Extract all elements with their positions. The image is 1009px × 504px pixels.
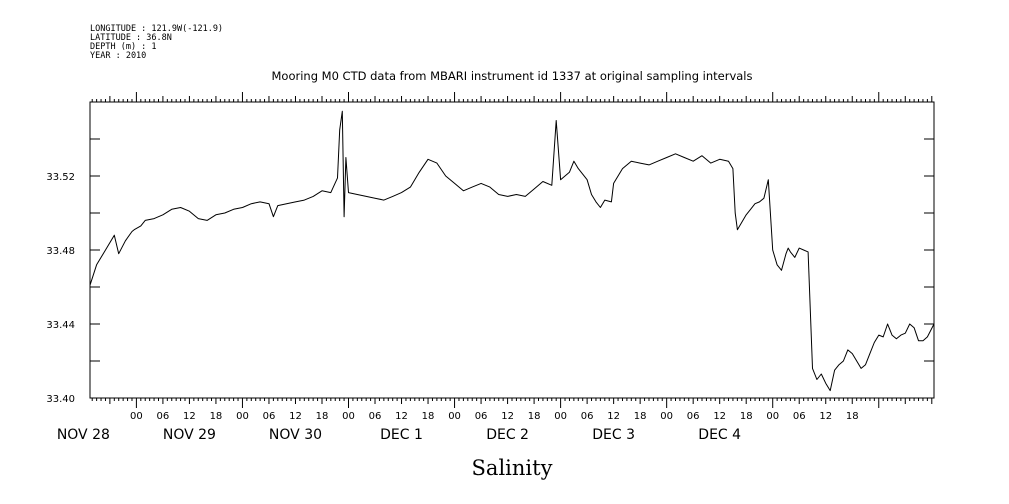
plot-frame xyxy=(89,101,935,399)
x-day-label: DEC 3 xyxy=(592,427,635,443)
depth-text: DEPTH (m) : 1 xyxy=(90,42,157,52)
x-hour-label: 06 xyxy=(475,411,488,422)
metadata-block: LONGITUDE : 121.9W(-121.9) LATITUDE : 36… xyxy=(90,24,223,61)
x-hour-label: 18 xyxy=(740,411,753,422)
x-hour-label: 18 xyxy=(422,411,435,422)
x-hour-label: 06 xyxy=(263,411,276,422)
chart-title: Mooring M0 CTD data from MBARI instrumen… xyxy=(272,69,753,83)
x-hour-label: 12 xyxy=(395,411,408,422)
y-tick-label: 33.52 xyxy=(46,172,75,183)
y-tick-label: 33.48 xyxy=(46,246,75,257)
salinity-series-line xyxy=(89,110,935,392)
x-hour-label: 00 xyxy=(236,411,249,422)
x-hour-label: 06 xyxy=(369,411,382,422)
x-day-label: NOV 29 xyxy=(163,427,216,443)
x-hour-label: 06 xyxy=(157,411,170,422)
y-tick-label: 33.44 xyxy=(46,320,75,331)
year-text: YEAR : 2010 xyxy=(90,51,146,61)
x-hour-label: 18 xyxy=(846,411,859,422)
x-hour-label: 12 xyxy=(501,411,514,422)
x-hour-label: 00 xyxy=(342,411,355,422)
x-hour-label: 12 xyxy=(819,411,832,422)
x-axis: 00 06 12 18 00 06 12 18 00 06 12 18 00 06 12 18 00 06 12 18… xyxy=(57,92,933,443)
longitude-text: LONGITUDE : 121.9W(-121.9) xyxy=(90,24,223,34)
x-hour-label: 00 xyxy=(554,411,567,422)
latitude-text: LATITUDE : 36.8N xyxy=(90,33,172,43)
x-hour-label: 00 xyxy=(766,411,779,422)
x-hour-label: 06 xyxy=(581,411,594,422)
x-hour-label: 18 xyxy=(316,411,329,422)
x-day-label: DEC 4 xyxy=(698,427,741,443)
x-hour-label: 06 xyxy=(793,411,806,422)
x-axis-label: Salinity xyxy=(472,456,553,480)
x-hour-label: 12 xyxy=(183,411,196,422)
x-day-label: NOV 30 xyxy=(269,427,322,443)
x-hour-label: 12 xyxy=(713,411,726,422)
x-hour-label: 12 xyxy=(607,411,620,422)
x-hour-label: 00 xyxy=(130,411,143,422)
x-day-label: DEC 2 xyxy=(486,427,529,443)
x-day-label: DEC 1 xyxy=(380,427,423,443)
x-hour-label: 12 xyxy=(289,411,302,422)
x-hour-label: 06 xyxy=(687,411,700,422)
x-hour-label: 00 xyxy=(448,411,461,422)
y-axis: 33.40 33.44 33.48 33.52 xyxy=(46,101,934,405)
x-hour-label: 18 xyxy=(634,411,647,422)
y-tick-label: 33.40 xyxy=(46,394,75,405)
x-hour-label: 18 xyxy=(210,411,223,422)
x-hour-label: 00 xyxy=(660,411,673,422)
x-hour-label: 18 xyxy=(528,411,541,422)
x-day-label: NOV 28 xyxy=(57,427,110,443)
